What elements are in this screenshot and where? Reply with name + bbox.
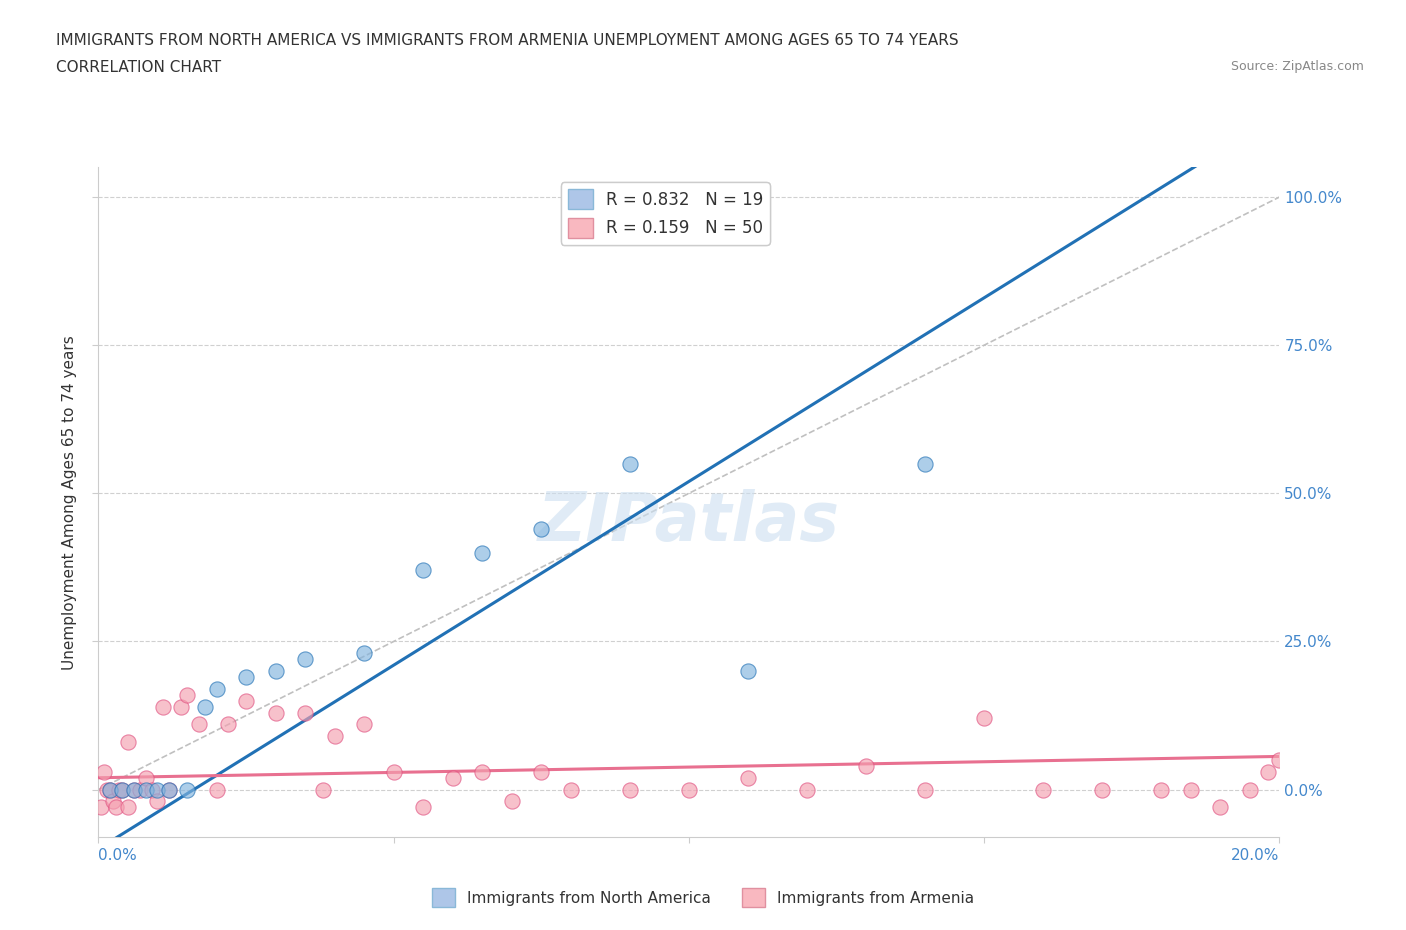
Text: 0.0%: 0.0% bbox=[98, 848, 138, 863]
Point bbox=[1091, 782, 1114, 797]
Point bbox=[501, 794, 523, 809]
Point bbox=[323, 729, 346, 744]
Point bbox=[135, 770, 157, 785]
Point bbox=[108, 782, 131, 797]
Point bbox=[914, 457, 936, 472]
Point bbox=[122, 782, 145, 797]
Point bbox=[914, 782, 936, 797]
Point bbox=[264, 705, 287, 720]
Point bbox=[111, 782, 134, 797]
Point bbox=[1268, 752, 1291, 767]
Point bbox=[141, 782, 163, 797]
Text: Source: ZipAtlas.com: Source: ZipAtlas.com bbox=[1230, 60, 1364, 73]
Point bbox=[264, 664, 287, 679]
Text: 20.0%: 20.0% bbox=[1232, 848, 1279, 863]
Text: CORRELATION CHART: CORRELATION CHART bbox=[56, 60, 221, 75]
Point bbox=[117, 735, 139, 750]
Point bbox=[176, 782, 198, 797]
Point bbox=[312, 782, 335, 797]
Point bbox=[1150, 782, 1173, 797]
Point bbox=[135, 782, 157, 797]
Point bbox=[176, 687, 198, 702]
Point bbox=[187, 717, 209, 732]
Point bbox=[90, 800, 112, 815]
Point bbox=[111, 782, 134, 797]
Point bbox=[217, 717, 239, 732]
Point bbox=[98, 782, 121, 797]
Point bbox=[796, 782, 818, 797]
Point bbox=[152, 699, 174, 714]
Point bbox=[194, 699, 217, 714]
Point bbox=[353, 717, 375, 732]
Point bbox=[205, 782, 228, 797]
Point bbox=[1209, 800, 1232, 815]
Text: IMMIGRANTS FROM NORTH AMERICA VS IMMIGRANTS FROM ARMENIA UNEMPLOYMENT AMONG AGES: IMMIGRANTS FROM NORTH AMERICA VS IMMIGRA… bbox=[56, 33, 959, 47]
Point bbox=[560, 782, 582, 797]
Point bbox=[382, 764, 405, 779]
Legend: Immigrants from North America, Immigrants from Armenia: Immigrants from North America, Immigrant… bbox=[426, 883, 980, 913]
Point bbox=[619, 457, 641, 472]
Point bbox=[146, 794, 169, 809]
Point bbox=[530, 764, 553, 779]
Point bbox=[1180, 782, 1202, 797]
Point bbox=[441, 770, 464, 785]
Text: ZIPatlas: ZIPatlas bbox=[538, 489, 839, 555]
Point bbox=[678, 782, 700, 797]
Point bbox=[471, 545, 494, 560]
Point bbox=[855, 759, 877, 774]
Point bbox=[157, 782, 180, 797]
Point bbox=[294, 705, 316, 720]
Point bbox=[235, 670, 257, 684]
Y-axis label: Unemployment Among Ages 65 to 74 years: Unemployment Among Ages 65 to 74 years bbox=[62, 335, 77, 670]
Point bbox=[1239, 782, 1261, 797]
Point bbox=[471, 764, 494, 779]
Point bbox=[737, 664, 759, 679]
Point bbox=[235, 693, 257, 708]
Point bbox=[205, 682, 228, 697]
Point bbox=[1257, 764, 1279, 779]
Point bbox=[170, 699, 193, 714]
Point bbox=[412, 800, 434, 815]
Point bbox=[93, 764, 115, 779]
Legend: R = 0.832   N = 19, R = 0.159   N = 50: R = 0.832 N = 19, R = 0.159 N = 50 bbox=[561, 182, 769, 245]
Point bbox=[973, 711, 995, 726]
Point bbox=[122, 782, 145, 797]
Point bbox=[146, 782, 169, 797]
Point bbox=[96, 782, 118, 797]
Point bbox=[412, 563, 434, 578]
Point bbox=[157, 782, 180, 797]
Point bbox=[128, 782, 150, 797]
Point bbox=[530, 522, 553, 537]
Point bbox=[117, 800, 139, 815]
Point bbox=[1032, 782, 1054, 797]
Point bbox=[105, 800, 128, 815]
Point bbox=[98, 782, 121, 797]
Point bbox=[353, 645, 375, 660]
Point bbox=[103, 794, 125, 809]
Point bbox=[619, 782, 641, 797]
Point bbox=[294, 652, 316, 667]
Point bbox=[737, 770, 759, 785]
